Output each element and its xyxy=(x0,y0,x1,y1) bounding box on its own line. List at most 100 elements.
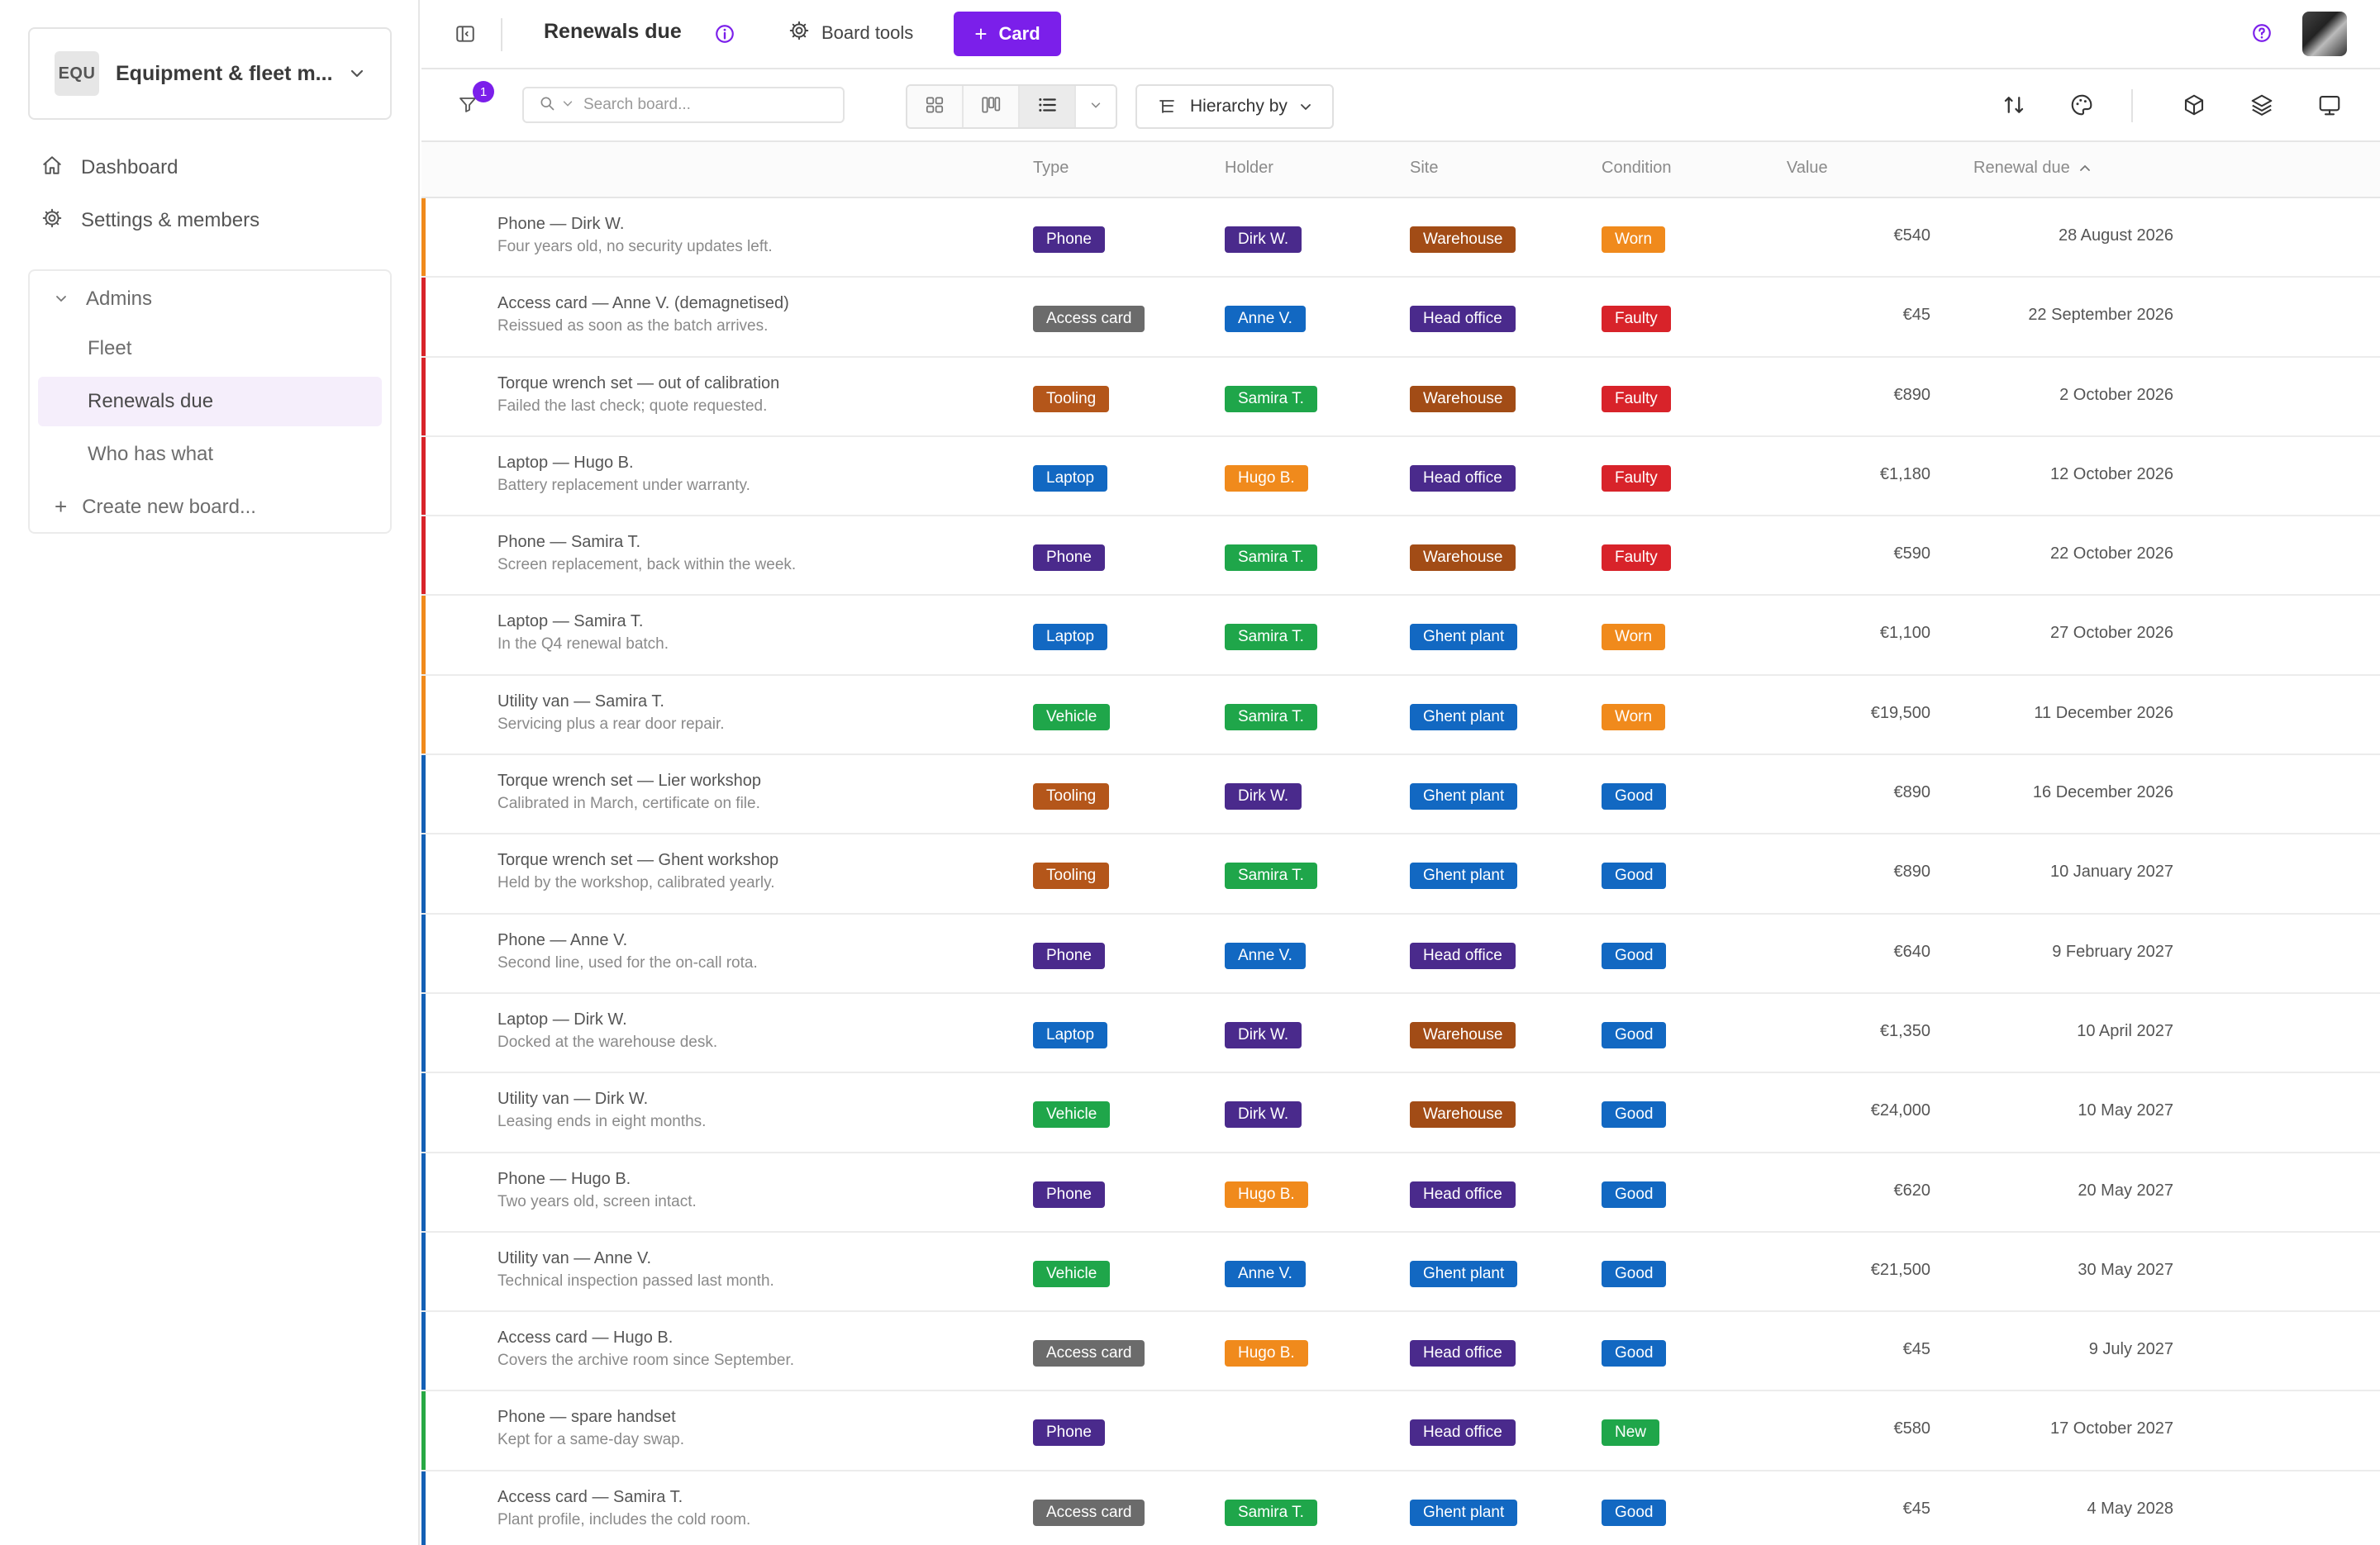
table-row[interactable]: Utility van — Anne V. Technical inspectio… xyxy=(421,1232,2380,1313)
renewal-date-cell: 20 May 2027 xyxy=(2078,1181,2173,1200)
table-row[interactable]: Access card — Samira T. Plant profile, in… xyxy=(421,1471,2380,1545)
condition-tag: Faulty xyxy=(1602,306,1671,333)
card-title[interactable]: Access card — Anne V. (demagnetised) xyxy=(497,294,789,313)
column-renewal-due[interactable]: Renewal due xyxy=(1973,159,2092,178)
card-title[interactable]: Phone — Dirk W. xyxy=(497,215,625,233)
condition-stripe xyxy=(421,834,426,913)
site-tag: Warehouse xyxy=(1410,1021,1516,1048)
card-description: Held by the workshop, calibrated yearly. xyxy=(497,874,775,892)
help-icon[interactable] xyxy=(2251,22,2273,48)
card-title[interactable]: Utility van — Anne V. xyxy=(497,1248,652,1267)
card-title[interactable]: Utility van — Samira T. xyxy=(497,692,664,711)
search-input[interactable]: Search board... xyxy=(522,87,845,123)
nav-settings-members[interactable]: Settings & members xyxy=(41,204,259,237)
column-holder[interactable]: Holder xyxy=(1225,159,1273,177)
hierarchy-by-dropdown[interactable]: Hierarchy by xyxy=(1135,84,1334,129)
holder-tag: Samira T. xyxy=(1225,1499,1317,1526)
holder-tag: Dirk W. xyxy=(1225,1101,1302,1129)
type-tag: Laptop xyxy=(1033,1021,1108,1048)
column-site[interactable]: Site xyxy=(1410,159,1439,177)
renewal-date-cell: 22 September 2026 xyxy=(2028,306,2173,325)
holder-tag: Anne V. xyxy=(1225,306,1306,333)
table-row[interactable]: Utility van — Dirk W. Leasing ends in eig… xyxy=(421,1073,2380,1153)
group-toggle-admins[interactable]: Admins xyxy=(55,288,152,311)
table-row[interactable]: Phone — Anne V. Second line, used for the… xyxy=(421,914,2380,994)
sidebar-toggle-icon[interactable] xyxy=(455,23,476,49)
card-title[interactable]: Phone — Samira T. xyxy=(497,533,641,552)
renewal-date-cell: 2 October 2026 xyxy=(2059,385,2173,404)
view-grid-button[interactable] xyxy=(907,86,964,127)
board-link-renewals-due[interactable]: Renewals due xyxy=(38,377,382,426)
card-description: Calibrated in March, certificate on file… xyxy=(497,795,760,813)
table-row[interactable]: Access card — Anne V. (demagnetised) Reis… xyxy=(421,278,2380,358)
create-board-button[interactable]: + Create new board... xyxy=(55,494,256,520)
condition-tag: Worn xyxy=(1602,703,1666,730)
card-title[interactable]: Torque wrench set — Ghent workshop xyxy=(497,851,779,870)
filter-bar: 1 Search board... xyxy=(421,71,2380,142)
table-row[interactable]: Utility van — Samira T. Servicing plus a … xyxy=(421,675,2380,756)
card-title[interactable]: Utility van — Dirk W. xyxy=(497,1090,649,1109)
view-more-button[interactable] xyxy=(1076,86,1116,127)
nav-dashboard[interactable]: Dashboard xyxy=(41,151,178,184)
card-title[interactable]: Laptop — Hugo B. xyxy=(497,453,634,472)
table-row[interactable]: Phone — Dirk W. Four years old, no securi… xyxy=(421,198,2380,278)
table-row[interactable]: Laptop — Hugo B. Battery replacement unde… xyxy=(421,436,2380,517)
view-kanban-button[interactable] xyxy=(964,86,1020,127)
chevron-down-icon xyxy=(55,288,86,311)
card-title[interactable]: Laptop — Samira T. xyxy=(497,612,644,631)
condition-tag: Good xyxy=(1602,942,1667,969)
table-row[interactable]: Torque wrench set — Lier workshop Calibra… xyxy=(421,755,2380,835)
card-description: Battery replacement under warranty. xyxy=(497,476,750,494)
avatar[interactable] xyxy=(2302,12,2347,56)
table-row[interactable]: Phone — Hugo B. Two years old, screen int… xyxy=(421,1153,2380,1233)
card-title[interactable]: Torque wrench set — out of calibration xyxy=(497,373,780,392)
add-card-label: Card xyxy=(998,23,1040,44)
box-icon[interactable] xyxy=(2182,93,2206,121)
renewal-date-cell: 11 December 2026 xyxy=(2034,703,2173,722)
renewal-date-cell: 9 February 2027 xyxy=(2052,942,2173,961)
palette-icon[interactable] xyxy=(2069,93,2094,121)
condition-tag: Faulty xyxy=(1602,464,1671,492)
table-row[interactable]: Laptop — Samira T. In the Q4 renewal batc… xyxy=(421,596,2380,676)
board-link-fleet[interactable]: Fleet xyxy=(88,337,132,359)
renewal-date-cell: 10 April 2027 xyxy=(2077,1021,2173,1040)
column-value[interactable]: Value xyxy=(1787,159,1828,177)
table-row[interactable]: Laptop — Dirk W. Docked at the warehouse … xyxy=(421,993,2380,1074)
card-title[interactable]: Access card — Hugo B. xyxy=(497,1329,674,1348)
column-condition[interactable]: Condition xyxy=(1602,159,1672,177)
view-switcher xyxy=(906,84,1117,129)
card-title[interactable]: Phone — Anne V. xyxy=(497,930,628,949)
value-cell: €620 xyxy=(1893,1181,1931,1200)
board-tools-button[interactable]: Board tools xyxy=(788,20,913,46)
table-row[interactable]: Phone — Samira T. Screen replacement, bac… xyxy=(421,516,2380,597)
card-title[interactable]: Laptop — Dirk W. xyxy=(497,1010,627,1029)
sort-icon[interactable] xyxy=(2002,93,2026,121)
card-title[interactable]: Phone — Hugo B. xyxy=(497,1169,631,1188)
filter-count-badge: 1 xyxy=(473,81,494,102)
condition-tag: Good xyxy=(1602,1021,1667,1048)
renewal-date-cell: 30 May 2027 xyxy=(2078,1260,2173,1279)
monitor-icon[interactable] xyxy=(2317,93,2342,121)
chevron-down-icon xyxy=(1090,99,1102,115)
table-row[interactable]: Access card — Hugo B. Covers the archive … xyxy=(421,1312,2380,1392)
table-row[interactable]: Phone — spare handset Kept for a same-day… xyxy=(421,1391,2380,1471)
workspace-switcher[interactable]: EQU Equipment & fleet m... xyxy=(28,27,392,120)
card-title[interactable]: Access card — Samira T. xyxy=(497,1487,683,1506)
column-type[interactable]: Type xyxy=(1033,159,1069,177)
add-card-button[interactable]: + Card xyxy=(954,12,1061,56)
condition-tag: Good xyxy=(1602,1340,1667,1367)
info-icon[interactable] xyxy=(714,23,735,49)
table-row[interactable]: Torque wrench set — out of calibration Fa… xyxy=(421,357,2380,437)
card-title[interactable]: Phone — spare handset xyxy=(497,1408,676,1427)
type-tag: Tooling xyxy=(1033,783,1110,811)
view-list-button[interactable] xyxy=(1020,86,1076,127)
table-row[interactable]: Torque wrench set — Ghent workshop Held b… xyxy=(421,834,2380,915)
layers-icon[interactable] xyxy=(2249,93,2274,121)
gear-icon xyxy=(788,20,821,46)
divider xyxy=(2131,89,2133,122)
condition-stripe xyxy=(421,1391,426,1470)
card-title[interactable]: Torque wrench set — Lier workshop xyxy=(497,772,762,791)
board-link-who-has-what[interactable]: Who has what xyxy=(88,443,214,465)
holder-tag: Dirk W. xyxy=(1225,783,1302,811)
create-board-label: Create new board... xyxy=(82,495,256,518)
